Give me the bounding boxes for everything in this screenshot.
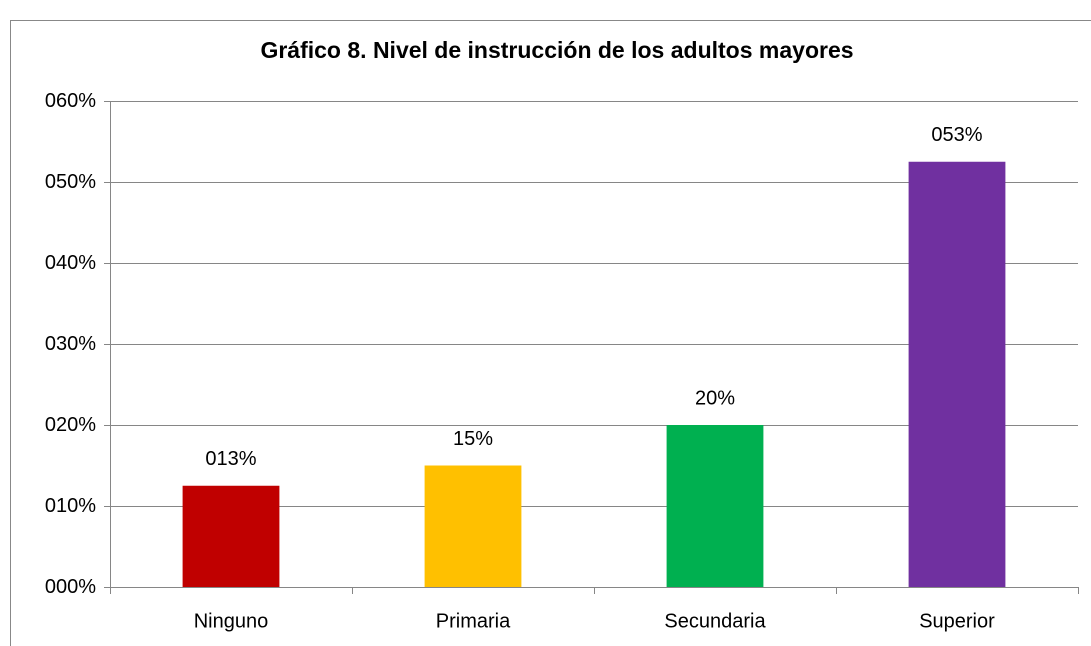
x-tick-label: Secundaria [664, 610, 766, 632]
data-label: 15% [453, 428, 493, 450]
data-label: 053% [931, 124, 982, 146]
x-tick-label: Ninguno [194, 610, 269, 632]
y-tick-label: 020% [45, 414, 96, 436]
data-label: 013% [205, 448, 256, 470]
chart-title: Gráfico 8. Nivel de instrucción de los a… [260, 37, 853, 63]
x-tick-label: Superior [919, 610, 995, 632]
bar [182, 485, 280, 587]
x-tick-label: Primaria [436, 610, 511, 632]
y-tick-label: 010% [45, 495, 96, 517]
data-label: 20% [695, 387, 735, 409]
y-tick-label: 040% [45, 252, 96, 274]
y-tick-label: 060% [45, 90, 96, 112]
bar [908, 161, 1006, 587]
y-tick-label: 000% [45, 576, 96, 598]
y-tick-label: 030% [45, 333, 96, 355]
bar [666, 425, 764, 587]
y-tick-label: 050% [45, 171, 96, 193]
bar [424, 465, 522, 587]
